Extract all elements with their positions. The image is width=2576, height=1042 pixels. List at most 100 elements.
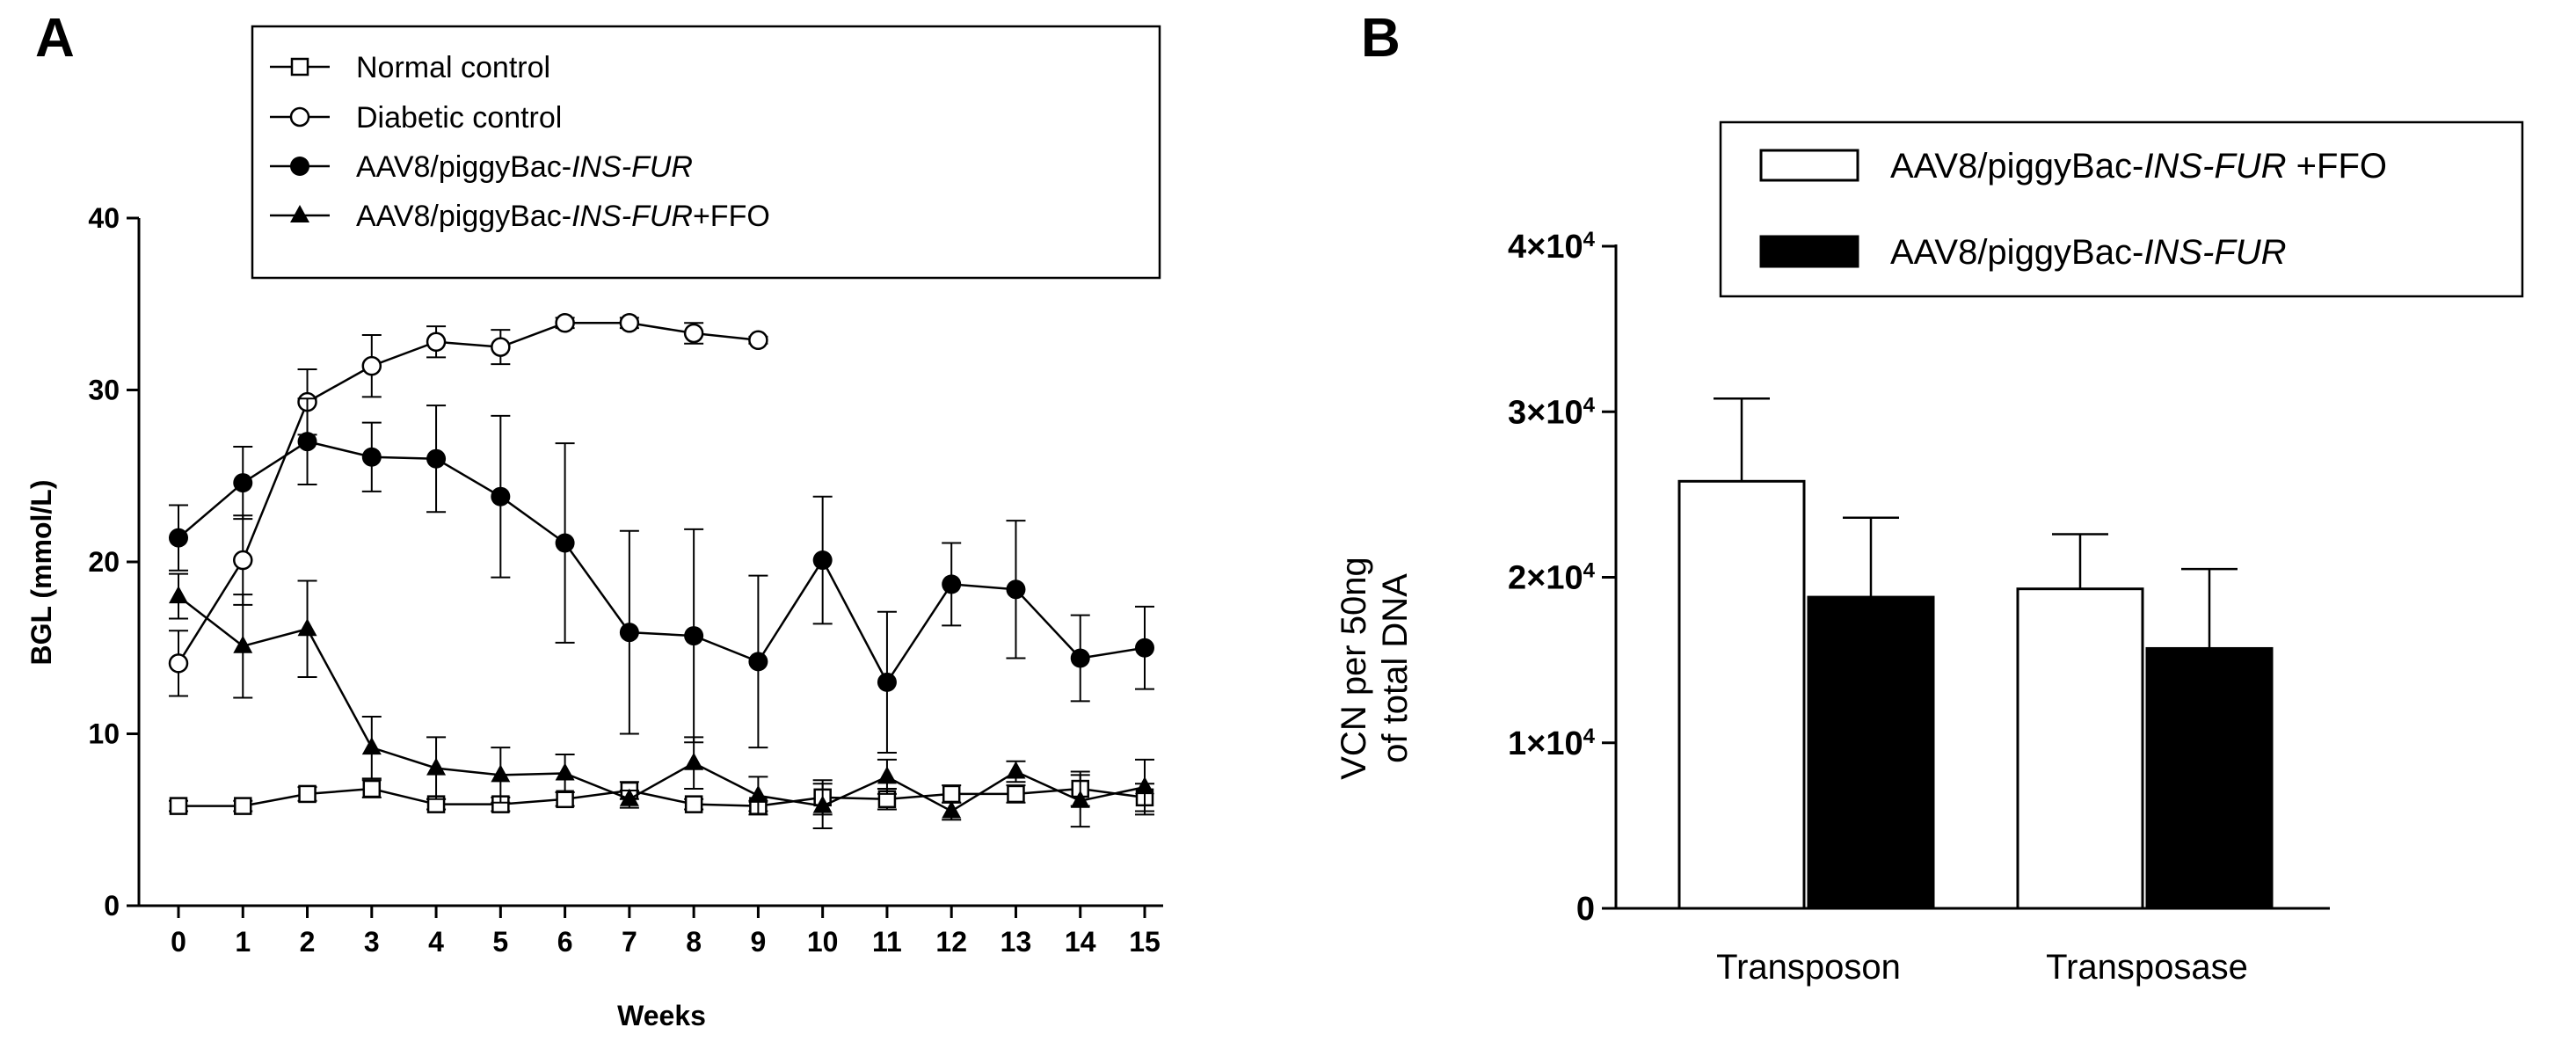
legend-label: Diabetic control: [356, 101, 562, 135]
x-tick-label: 15: [1129, 926, 1161, 958]
data-point: [619, 623, 639, 643]
data-point: [812, 550, 833, 571]
series-3: [169, 572, 1154, 830]
legend-swatch: [1759, 235, 1859, 268]
data-point: [942, 784, 961, 804]
x-tick-label: 13: [1001, 926, 1032, 958]
y-tick-label: 0: [104, 890, 120, 922]
data-point: [169, 797, 188, 815]
x-tick-label: 1: [235, 926, 251, 958]
category-label: Transposon: [1716, 948, 1901, 987]
panel-a-label: A: [35, 8, 75, 69]
x-tick-label: 7: [622, 926, 637, 958]
x-tick-label: 14: [1065, 926, 1096, 958]
legend-b: AAV8/piggyBac-INS-FUR +FFOAAV8/piggyBac-…: [1719, 120, 2524, 298]
legend-text: Diabetic control: [356, 101, 562, 135]
y-axis-title: BGL (mmol/L): [25, 480, 57, 666]
data-point: [1070, 648, 1090, 668]
data-point: [234, 797, 252, 815]
data-point: [426, 448, 447, 469]
legend-marker: [290, 157, 309, 176]
x-axis-title: Weeks: [617, 1000, 706, 1031]
series-line: [178, 787, 1146, 807]
data-point: [297, 618, 317, 637]
data-point: [362, 779, 382, 798]
y-tick-label-text: 1×10: [1508, 725, 1583, 762]
data-point: [491, 337, 511, 357]
y-tick-label-exponent: 4: [1583, 724, 1596, 747]
data-point: [169, 586, 188, 604]
data-point: [1007, 784, 1025, 804]
data-point: [361, 447, 382, 467]
data-point: [942, 800, 962, 819]
legend-text: AAV8/piggyBac-: [356, 200, 571, 233]
y-tick-label-text: 4×10: [1508, 229, 1583, 266]
data-point: [619, 788, 639, 806]
data-point: [233, 473, 253, 493]
data-point: [683, 323, 704, 344]
data-point: [555, 313, 575, 333]
data-point: [233, 635, 253, 653]
x-tick-label: 4: [428, 926, 444, 958]
data-point: [361, 737, 382, 755]
y-tick-label-exponent: 4: [1583, 558, 1596, 582]
data-point: [491, 764, 511, 783]
y-tick-label: 2×104: [1508, 558, 1596, 597]
data-point: [684, 752, 704, 770]
data-point: [233, 550, 253, 571]
series-line: [177, 322, 759, 665]
legend-text-italic: INS-FUR: [571, 200, 693, 233]
data-point: [748, 784, 768, 803]
category-label: Transposase: [2046, 948, 2248, 987]
x-tick-label: 10: [807, 926, 839, 958]
legend-text-italic: INS-FUR: [571, 150, 693, 184]
x-tick-label: 5: [492, 926, 508, 958]
y-tick-label-exponent: 4: [1583, 393, 1596, 417]
legend-text-italic: INS-FUR: [2143, 147, 2286, 186]
series-line: [178, 595, 1146, 812]
legend-text: +FFO: [693, 200, 770, 233]
data-point: [1135, 638, 1154, 658]
legend-marker: [289, 106, 310, 128]
panel-b-label: B: [1361, 8, 1401, 69]
y-tick-label: 1×104: [1508, 724, 1596, 762]
data-point: [169, 528, 188, 548]
data-point: [877, 672, 897, 692]
legend-box: [251, 25, 1161, 280]
x-tick-label: 11: [872, 926, 902, 958]
data-point: [361, 355, 382, 376]
legend-marker: [290, 205, 309, 222]
y-tick-label-text: 0: [1576, 891, 1595, 928]
data-point: [556, 790, 574, 809]
x-tick-label: 6: [557, 926, 573, 958]
legend-text: +FFO: [2287, 147, 2387, 186]
y-tick-label: 40: [88, 202, 120, 234]
y-axis-title-line-2: of total DNA: [1376, 573, 1415, 763]
data-point: [555, 533, 575, 553]
data-point: [942, 574, 962, 594]
data-point: [426, 757, 447, 776]
y-tick-label-exponent: 4: [1583, 228, 1596, 251]
data-point: [1070, 790, 1090, 808]
data-point: [748, 652, 768, 672]
bar: [1807, 595, 1935, 910]
series-2: [169, 397, 1154, 754]
legend-label: AAV8/piggyBac-INS-FUR: [1890, 233, 2287, 272]
bar: [2016, 587, 2144, 910]
x-tick-label: 3: [364, 926, 380, 958]
y-axis-title-line-1: VCN per 50ng: [1335, 557, 1373, 779]
y-tick-label-text: 3×10: [1508, 394, 1583, 431]
legend-text-italic: INS-FUR: [2143, 233, 2286, 272]
y-tick-label: 10: [88, 718, 120, 750]
data-point: [684, 626, 704, 646]
data-point: [1135, 776, 1154, 795]
x-tick-label: 2: [300, 926, 316, 958]
data-point: [491, 486, 511, 506]
legend-label: AAV8/piggyBac-INS-FUR: [356, 150, 693, 184]
legend-marker: [290, 57, 309, 77]
data-point: [748, 330, 768, 351]
series-line: [178, 440, 1146, 685]
y-tick-label: 20: [88, 546, 120, 578]
data-point: [1006, 579, 1026, 600]
